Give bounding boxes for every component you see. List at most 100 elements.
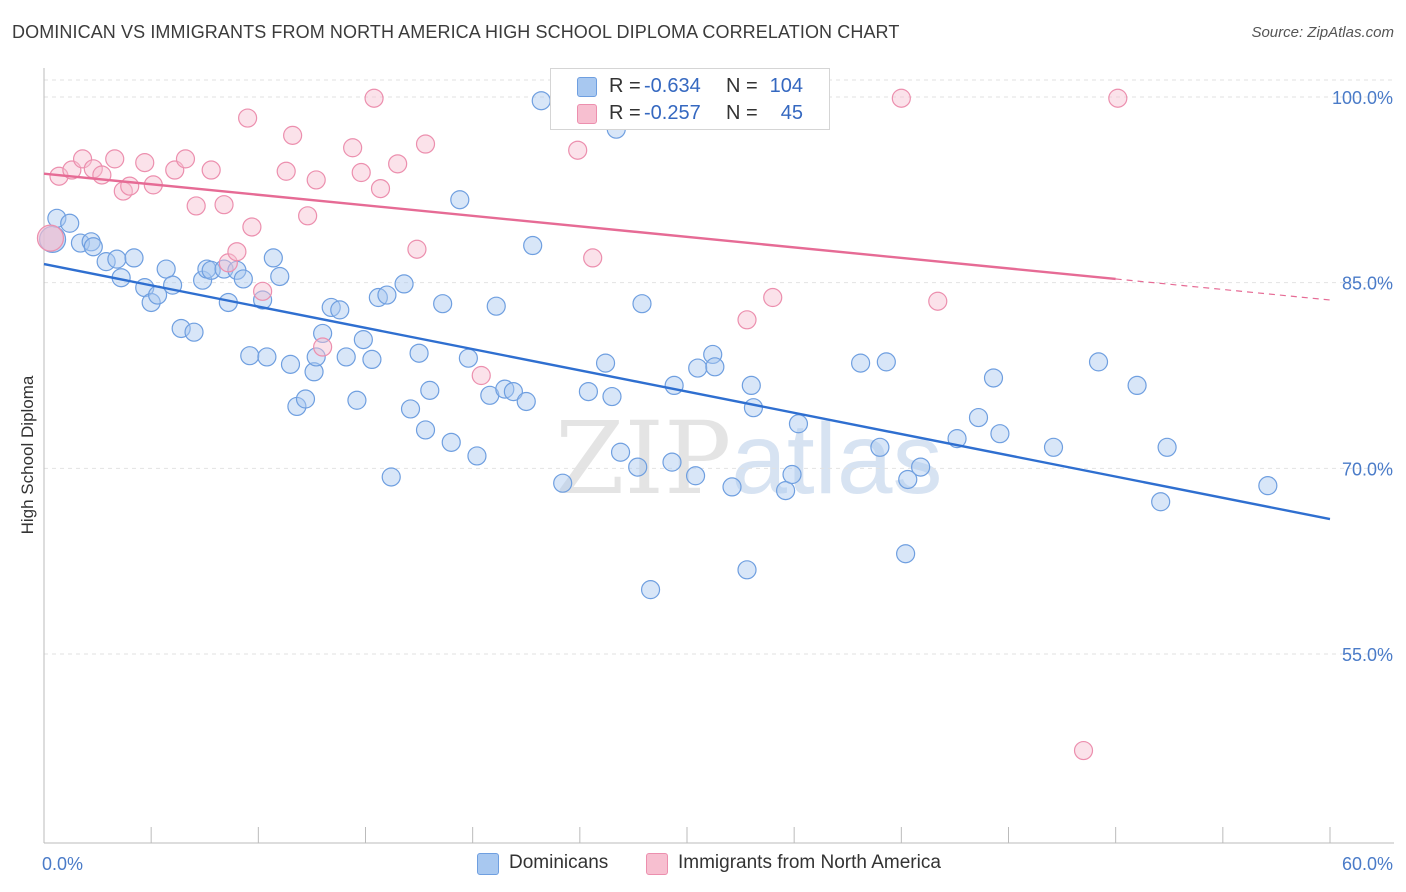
data-point bbox=[1157, 437, 1177, 457]
data-point bbox=[242, 217, 262, 237]
y-tick-label: 70.0% bbox=[1342, 459, 1393, 479]
data-point bbox=[394, 274, 414, 294]
axes bbox=[43, 68, 1394, 844]
stats-row-immigrants: R = -0.257 N = 45 bbox=[551, 100, 829, 126]
data-point bbox=[135, 153, 155, 173]
trend-line bbox=[43, 172, 1116, 281]
data-point bbox=[353, 330, 373, 350]
data-point bbox=[420, 380, 440, 400]
data-point bbox=[578, 381, 599, 402]
data-point bbox=[233, 269, 253, 289]
data-point bbox=[503, 381, 523, 402]
data-point bbox=[409, 343, 429, 363]
data-point bbox=[450, 190, 470, 210]
data-point bbox=[347, 390, 367, 410]
data-point bbox=[362, 349, 382, 370]
data-point bbox=[763, 287, 783, 308]
data-point bbox=[377, 285, 397, 305]
data-point bbox=[876, 352, 896, 372]
data-point bbox=[36, 224, 65, 252]
legend-swatch-immigrants bbox=[646, 853, 668, 875]
series-dominicans bbox=[38, 91, 1278, 600]
data-point bbox=[257, 347, 277, 367]
data-point bbox=[458, 348, 478, 368]
data-point bbox=[415, 134, 436, 154]
data-point bbox=[313, 323, 333, 344]
data-point bbox=[703, 344, 723, 365]
data-point bbox=[124, 248, 144, 268]
chart-title: DOMINICAN VS IMMIGRANTS FROM NORTH AMERI… bbox=[12, 22, 900, 42]
legend-label-immigrants: Immigrants from North America bbox=[678, 852, 941, 873]
data-point bbox=[381, 467, 401, 487]
data-point bbox=[662, 452, 682, 472]
data-point bbox=[610, 442, 631, 462]
data-point bbox=[330, 300, 350, 320]
data-point bbox=[531, 91, 551, 111]
data-point bbox=[184, 322, 204, 342]
data-point bbox=[343, 138, 363, 158]
data-point bbox=[685, 466, 706, 486]
data-point bbox=[870, 437, 890, 457]
data-point bbox=[120, 176, 140, 196]
data-point bbox=[595, 353, 616, 373]
data-point bbox=[788, 414, 809, 434]
data-point bbox=[253, 281, 273, 301]
stats-box: R = -0.634 N = 104 R = -0.257 N = 45 bbox=[550, 68, 830, 130]
data-point bbox=[107, 249, 127, 269]
stats-r-value: -0.634 bbox=[644, 75, 701, 97]
data-point bbox=[1127, 375, 1147, 396]
y-tick-label: 85.0% bbox=[1342, 274, 1393, 294]
trend-lines bbox=[43, 172, 1331, 521]
trend-line-extension bbox=[1115, 278, 1331, 301]
data-point bbox=[280, 354, 301, 374]
x-tick-label: 60.0% bbox=[1342, 854, 1393, 874]
data-point bbox=[441, 432, 461, 452]
data-point bbox=[201, 160, 221, 180]
data-point bbox=[722, 477, 742, 497]
data-point bbox=[705, 357, 725, 377]
stats-r-label: R = bbox=[609, 102, 641, 124]
legend-swatch-dominicans bbox=[477, 853, 499, 875]
x-tick-label: 0.0% bbox=[42, 854, 83, 874]
data-point bbox=[306, 170, 326, 190]
data-point bbox=[304, 362, 324, 382]
data-point bbox=[351, 162, 371, 183]
data-point bbox=[415, 420, 436, 440]
data-point bbox=[1258, 476, 1278, 496]
data-point bbox=[568, 140, 588, 160]
data-point bbox=[632, 294, 652, 314]
data-point bbox=[105, 149, 125, 169]
data-point bbox=[737, 560, 757, 580]
data-point bbox=[171, 318, 191, 339]
data-point bbox=[60, 213, 80, 233]
data-point bbox=[602, 386, 622, 407]
data-point bbox=[298, 206, 318, 226]
data-point bbox=[467, 446, 487, 466]
data-point bbox=[141, 292, 161, 313]
legend: Dominicans Immigrants from North America bbox=[0, 852, 1406, 878]
data-point bbox=[628, 457, 648, 477]
data-point bbox=[407, 239, 427, 259]
data-point bbox=[313, 337, 333, 357]
stats-r-value: -0.257 bbox=[644, 102, 701, 124]
data-point bbox=[990, 424, 1010, 444]
data-point bbox=[583, 248, 603, 268]
data-point bbox=[851, 353, 871, 373]
stats-n-value: 45 bbox=[780, 102, 803, 124]
data-point bbox=[336, 347, 356, 367]
data-point bbox=[388, 154, 408, 174]
data-point bbox=[688, 358, 708, 378]
data-point bbox=[486, 296, 506, 316]
data-point bbox=[276, 161, 296, 181]
data-point bbox=[186, 196, 206, 216]
data-point bbox=[1108, 88, 1128, 108]
y-axis-label: High School Diploma bbox=[18, 375, 37, 534]
data-point bbox=[516, 391, 536, 412]
data-point bbox=[92, 165, 112, 185]
data-point bbox=[968, 407, 989, 428]
data-point bbox=[741, 375, 761, 396]
data-point bbox=[911, 457, 931, 477]
data-point bbox=[295, 389, 316, 409]
y-tick-label: 55.0% bbox=[1342, 645, 1393, 665]
